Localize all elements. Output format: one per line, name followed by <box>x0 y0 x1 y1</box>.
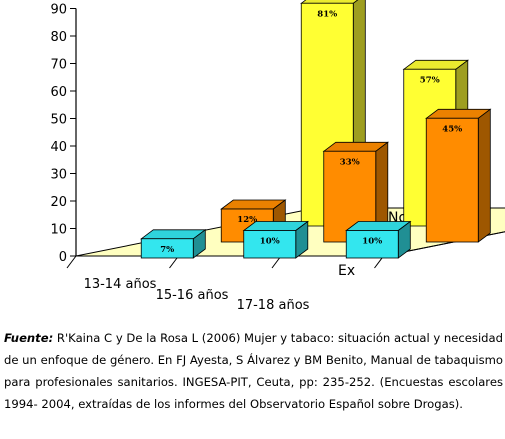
x-tick-label: 15-16 años <box>156 288 229 303</box>
source-label: Fuente: <box>4 331 54 345</box>
y-tick-label: 50 <box>50 113 67 128</box>
bar <box>140 229 207 259</box>
data-label: 7% <box>160 245 174 255</box>
depth-axis-line <box>383 231 505 257</box>
data-label: 10% <box>260 237 280 247</box>
y-tick-label: 10 <box>50 223 67 238</box>
data-label: 33% <box>340 157 360 167</box>
y-tick-label: 0 <box>59 250 67 265</box>
legend-entry: Ex <box>338 263 355 279</box>
data-label: 57% <box>420 75 440 85</box>
source-caption: Fuente: R'Kaina C y De la Rosa L (2006) … <box>4 327 503 415</box>
data-label: 12% <box>237 215 257 225</box>
y-tick-label: 30 <box>50 168 67 183</box>
y-tick-label: 20 <box>50 195 67 210</box>
bar-front <box>140 238 194 259</box>
x-tick-label: 13-14 años <box>84 277 157 292</box>
bar-side <box>477 108 491 243</box>
data-label: 81% <box>317 9 337 19</box>
bar-front <box>425 117 479 243</box>
y-tick-label: 80 <box>50 30 67 45</box>
data-label: 10% <box>362 237 382 247</box>
y-tick-label: 90 <box>50 3 67 18</box>
data-label: 45% <box>442 124 462 134</box>
y-tick-label: 40 <box>50 140 67 155</box>
y-tick-label: 70 <box>50 58 67 73</box>
chart-bars <box>140 0 492 259</box>
x-tick <box>66 255 77 269</box>
bar <box>242 220 309 259</box>
x-tick-label: 17-18 años <box>237 298 310 313</box>
bar-front <box>345 230 399 259</box>
bar <box>425 108 492 243</box>
y-tick-label: 60 <box>50 85 67 100</box>
source-text: R'Kaina C y De la Rosa L (2006) Mujer y … <box>4 331 503 411</box>
bar-front <box>243 230 297 259</box>
chart-labels: 81%57%45%12%33%45%7%10%10% <box>160 9 462 255</box>
bar <box>345 220 412 259</box>
